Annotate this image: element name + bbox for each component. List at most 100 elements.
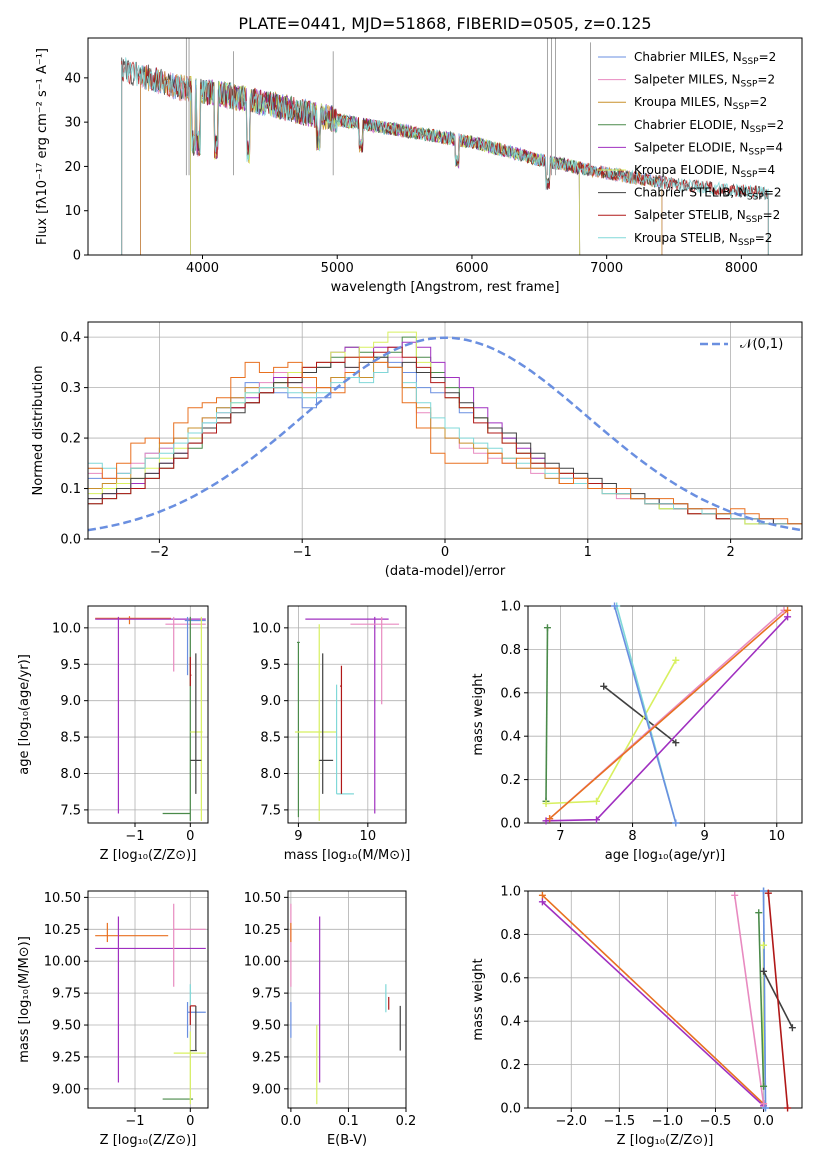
weight-line-salpeter_miles <box>733 895 765 1104</box>
panel-Z_age: −1 0 7.5 8.0 8.5 9.0 9.5 10.0 Z [log₁₀(Z/Z⊙)] age… <box>17 605 209 863</box>
y-tick-label: 8.5 <box>260 731 281 746</box>
panel-residuals: −2 −1 0 1 2 0.0 0.1 0.2 0.3 0.4 (data-model)/error… <box>31 321 803 579</box>
weight-marker-salpeter_elodie <box>784 613 792 621</box>
panel-Z_weight: −2.0 −1.5 −1.0 −0.5 0.0 0.0 0.2 0.4 0.6 0.8 1.0 Z [… <box>471 885 803 1148</box>
legend-label-salpeter_miles: Salpeter MILES, NSSP=2 <box>634 73 775 90</box>
y-tick-label: 40 <box>64 71 81 86</box>
weight-marker-chabrier_elodie <box>543 624 551 632</box>
axes-frame <box>87 37 803 256</box>
y-axis-label: age [log₁₀(age/yr)] <box>17 654 32 775</box>
y-tick-label: 0.2 <box>60 432 81 447</box>
weight-line-chabrier_elodie <box>757 912 765 1087</box>
plot-area <box>95 903 206 1105</box>
x-tick-label: 0.0 <box>281 1114 302 1129</box>
y-tick-label: 9.00 <box>52 1082 81 1097</box>
gaussian-curve <box>88 336 802 532</box>
weight-marker-salpeter_stelib <box>764 889 772 897</box>
plot-area <box>121 38 769 255</box>
y-tick-label: 10.50 <box>244 891 281 906</box>
x-tick-label: 0 <box>441 545 449 560</box>
y-tick-label: 0.2 <box>500 1058 521 1073</box>
y-tick-label: 0.2 <box>500 773 521 788</box>
y-tick-label: 9.25 <box>252 1050 281 1065</box>
axes-frame <box>87 890 209 1109</box>
y-tick-label: 9.00 <box>252 1082 281 1097</box>
x-axis-label: Z [log₁₀(Z/Z⊙)] <box>100 848 197 863</box>
x-tick-label: 2 <box>726 545 734 560</box>
panel-spectrum: 4000 5000 6000 7000 8000 0 10 20 30 40 wavelength … <box>35 37 803 295</box>
legend-label-gaussian: 𝒩(0,1) <box>740 337 783 352</box>
histogram-orange_extra <box>88 356 802 525</box>
legend-label-kroupa_miles: Kroupa MILES, NSSP=2 <box>634 95 767 112</box>
x-tick-label: 7000 <box>590 261 623 276</box>
legend: 𝒩(0,1) <box>700 337 783 352</box>
y-tick-label: 1.0 <box>500 885 521 900</box>
weight-marker-kroupa_elodie <box>542 799 550 807</box>
y-tick-label: 0.8 <box>500 643 521 658</box>
y-tick-label: 10.00 <box>44 955 81 970</box>
weight-marker-chabrier_miles <box>760 887 768 895</box>
weight-line-salpeter_stelib <box>767 893 789 1108</box>
y-axis-label: Normed distribution <box>31 366 46 496</box>
axes-frame <box>287 605 407 824</box>
y-tick-label: 7.5 <box>60 803 81 818</box>
weight-line-salpeter_elodie <box>541 901 765 1107</box>
legend-label-salpeter_stelib: Salpeter STELIB, NSSP=2 <box>634 208 780 225</box>
y-tick-label: 10.25 <box>44 923 81 938</box>
x-tick-label: 10 <box>360 829 377 844</box>
legend-label-kroupa_elodie: Kroupa ELODIE, NSSP=4 <box>634 163 775 180</box>
y-tick-label: 10.0 <box>252 621 281 636</box>
y-tick-label: 20 <box>64 160 81 175</box>
weight-marker-chabrier_miles <box>611 602 619 610</box>
y-tick-label: 10.50 <box>44 891 81 906</box>
y-tick-label: 0.6 <box>500 971 521 986</box>
legend-label-chabrier_stelib: Chabrier STELIB, NSSP=2 <box>634 186 782 203</box>
y-tick-label: 0.4 <box>60 331 81 346</box>
y-tick-label: 9.5 <box>60 658 81 673</box>
weight-line-chabrier_miles <box>613 606 677 823</box>
y-tick-label: 8.0 <box>60 767 81 782</box>
y-axis-label: mass weight <box>471 673 486 755</box>
legend-label-chabrier_miles: Chabrier MILES, NSSP=2 <box>634 50 776 67</box>
y-tick-label: 10.25 <box>244 923 281 938</box>
axes-frame <box>527 890 803 1109</box>
x-tick-label: 8 <box>628 829 636 844</box>
x-tick-label: −1 <box>293 545 312 560</box>
y-tick-label: 0.6 <box>500 686 521 701</box>
weight-line-chabrier_elodie <box>545 627 549 802</box>
spectrum-kroupa_stelib <box>121 57 769 255</box>
x-tick-label: 9 <box>294 829 302 844</box>
x-tick-label: 0.2 <box>396 1114 417 1129</box>
panel-age_weight: 7 8 9 10 0.0 0.2 0.4 0.6 0.8 1.0 age [log₁₀(age/yr… <box>471 600 803 863</box>
x-tick-label: 6000 <box>455 261 488 276</box>
y-tick-label: 1.0 <box>500 600 521 615</box>
x-tick-label: −1.5 <box>604 1114 636 1129</box>
weight-marker-salpeter_elodie <box>593 816 600 824</box>
y-axis-label: mass weight <box>471 958 486 1040</box>
weight-marker-chabrier_stelib <box>760 967 768 975</box>
weight-marker-chabrier_stelib <box>600 682 608 690</box>
x-tick-label: −0.5 <box>700 1114 732 1129</box>
x-axis-label: wavelength [Angstrom, rest frame] <box>331 280 560 295</box>
x-tick-label: 4000 <box>186 261 219 276</box>
y-tick-label: 0.0 <box>60 533 81 548</box>
y-tick-label: 0.0 <box>500 817 521 832</box>
plot-area <box>88 331 802 532</box>
y-tick-label: 9.75 <box>52 987 81 1002</box>
y-tick-label: 9.50 <box>252 1019 281 1034</box>
x-tick-label: −1.0 <box>652 1114 684 1129</box>
weight-marker-orange_extra <box>546 815 554 823</box>
weight-marker-chabrier_elodie <box>755 909 763 917</box>
x-tick-label: −2 <box>150 545 169 560</box>
x-tick-label: −1 <box>125 1114 144 1129</box>
figure-title: PLATE=0441, MJD=51868, FIBERID=0505, z=0… <box>238 14 651 33</box>
weight-marker-salpeter_miles <box>760 1100 768 1108</box>
legend-label-chabrier_elodie: Chabrier ELODIE, NSSP=2 <box>634 118 784 135</box>
weight-line-chabrier_stelib <box>603 685 677 744</box>
y-axis-label: mass [log₁₀(M/M⊙)] <box>17 936 32 1063</box>
x-axis-label: age [log₁₀(age/yr)] <box>605 848 726 863</box>
x-tick-label: 0 <box>186 829 194 844</box>
y-tick-label: 7.5 <box>260 803 281 818</box>
panel-mass_age: 9 10 7.5 8.0 8.5 9.0 9.5 10.0 mass [log₁₀(M/M⊙)] <box>252 605 410 863</box>
x-tick-label: −2.0 <box>555 1114 587 1129</box>
